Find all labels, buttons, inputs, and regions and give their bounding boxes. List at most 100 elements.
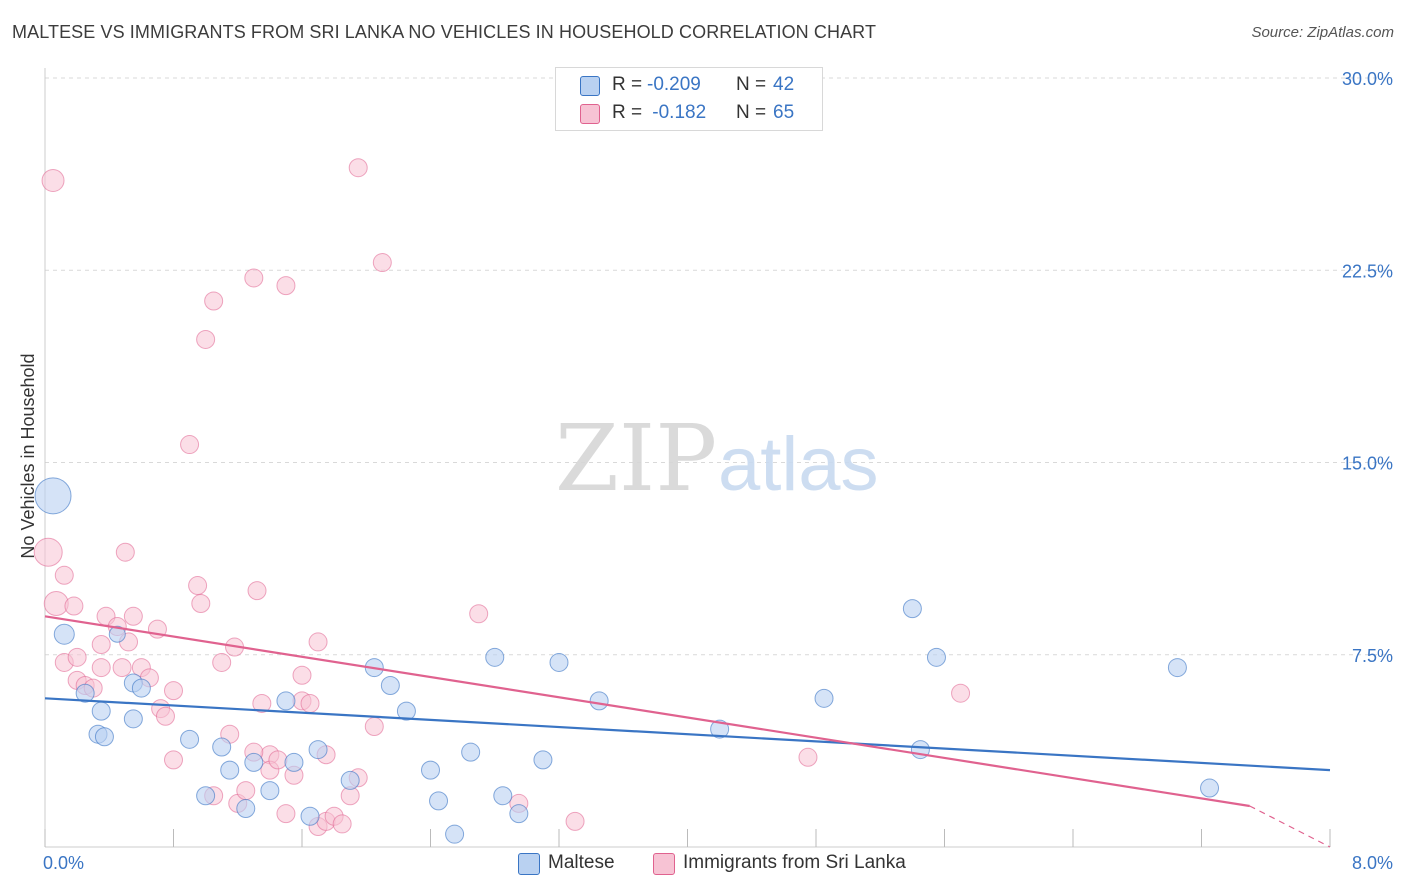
srilanka-point [91,658,111,678]
srilanka-point [372,253,392,273]
legend-r-value: -0.182 [647,102,707,123]
srilanka-point [212,652,232,672]
maltese-point [236,799,256,819]
maltese-point [340,770,360,790]
srilanka-trend-extension [1249,805,1331,848]
srilanka-point [164,750,183,770]
maltese-point [533,750,553,770]
maltese-point [1200,778,1220,798]
maltese-point [34,477,72,515]
maltese-point [276,691,296,711]
maltese-point [710,719,730,739]
x-tick-label: 8.0% [1352,853,1393,873]
srilanka-point [43,590,69,616]
grid-lines [45,77,1392,656]
maltese-point [814,688,834,708]
watermark-atlas: atlas [718,422,879,507]
bottom-legend-label: Immigrants from Sri Lanka [683,852,906,873]
srilanka-point [191,593,211,613]
srilanka-point [41,169,65,193]
y-tick-label: 22.5% [1342,261,1393,281]
srilanka-point [308,632,328,652]
legend-n-value: 65 [773,102,795,123]
y-tick-label: 15.0% [1342,454,1393,474]
legend-n-label: N = [736,102,767,123]
maltese-swatch [518,853,540,875]
maltese-point [244,752,264,772]
watermark-zip: ZIP [555,405,717,512]
srilanka-point [54,565,74,585]
maltese-point [429,791,449,811]
y-tick-label: 30.0% [1342,69,1393,89]
srilanka-point [348,158,368,178]
srilanka-point [115,542,135,562]
srilanka-swatch [653,853,675,875]
legend-n-value: 42 [773,74,795,95]
legend-r-label: R = [612,74,643,95]
legend-r-label: R = [612,102,643,123]
maltese-point [300,806,320,826]
maltese-point [75,683,95,703]
maltese-point [108,625,126,643]
srilanka-point [292,665,312,685]
tick-labels: 7.5% 15.0% 22.5% 30.0% 0.0% 8.0% [43,69,1393,873]
maltese-point [589,691,609,711]
maltese-point [509,804,529,824]
srilanka-point [67,647,87,667]
srilanka-point [188,576,208,596]
maltese-point [493,786,513,806]
maltese-point [91,701,111,721]
legend-n-label: N = [736,74,767,95]
maltese-point [445,824,465,844]
srilanka-point [247,581,267,601]
maltese-point [902,599,922,619]
srilanka-point [276,276,296,296]
maltese-point [308,740,328,760]
srilanka-trend-line [44,615,1250,808]
srilanka-point [196,329,216,349]
srilanka-point [252,693,272,713]
srilanka-point [33,537,63,567]
srilanka-point [155,706,175,726]
maltese-point [926,647,946,667]
maltese-point [549,652,569,672]
maltese-point [212,737,232,757]
srilanka-point [180,435,200,455]
source-label: Source: ZipAtlas.com [1251,24,1394,41]
maltese-point [461,742,481,762]
y-tick-label: 7.5% [1352,646,1393,666]
srilanka-point [276,804,296,824]
srilanka-point [112,658,132,678]
srilanka-point [236,781,256,801]
maltese-point [380,676,400,696]
trend-lines [44,615,1331,848]
watermark: ZIP atlas [555,405,879,512]
maltese-trend-line [44,697,1331,772]
maltese-points [34,477,1220,844]
maltese-point [53,623,75,645]
maltese-point [396,701,416,721]
maltese-point [260,781,280,801]
srilanka-point [798,747,818,767]
srilanka-point [268,750,288,770]
maltese-point [284,752,304,772]
maltese-point [196,786,216,806]
maltese-point [1167,658,1187,678]
maltese-point [180,729,200,749]
srilanka-point [244,268,264,288]
bottom-legend-label: Maltese [548,852,615,873]
srilanka-point [64,596,84,616]
maltese-point [220,760,240,780]
srilanka-swatch [580,104,600,124]
axes [44,68,1331,848]
correlation-legend: R = -0.209 N = 42 R = -0.182 N = 65 [555,67,823,131]
srilanka-point [332,814,352,834]
srilanka-point [951,683,971,703]
srilanka-point [300,693,320,713]
srilanka-point [123,606,143,626]
legend-r-value: -0.209 [647,74,701,95]
srilanka-point [565,811,585,831]
srilanka-point [364,717,384,737]
maltese-swatch [580,76,600,96]
